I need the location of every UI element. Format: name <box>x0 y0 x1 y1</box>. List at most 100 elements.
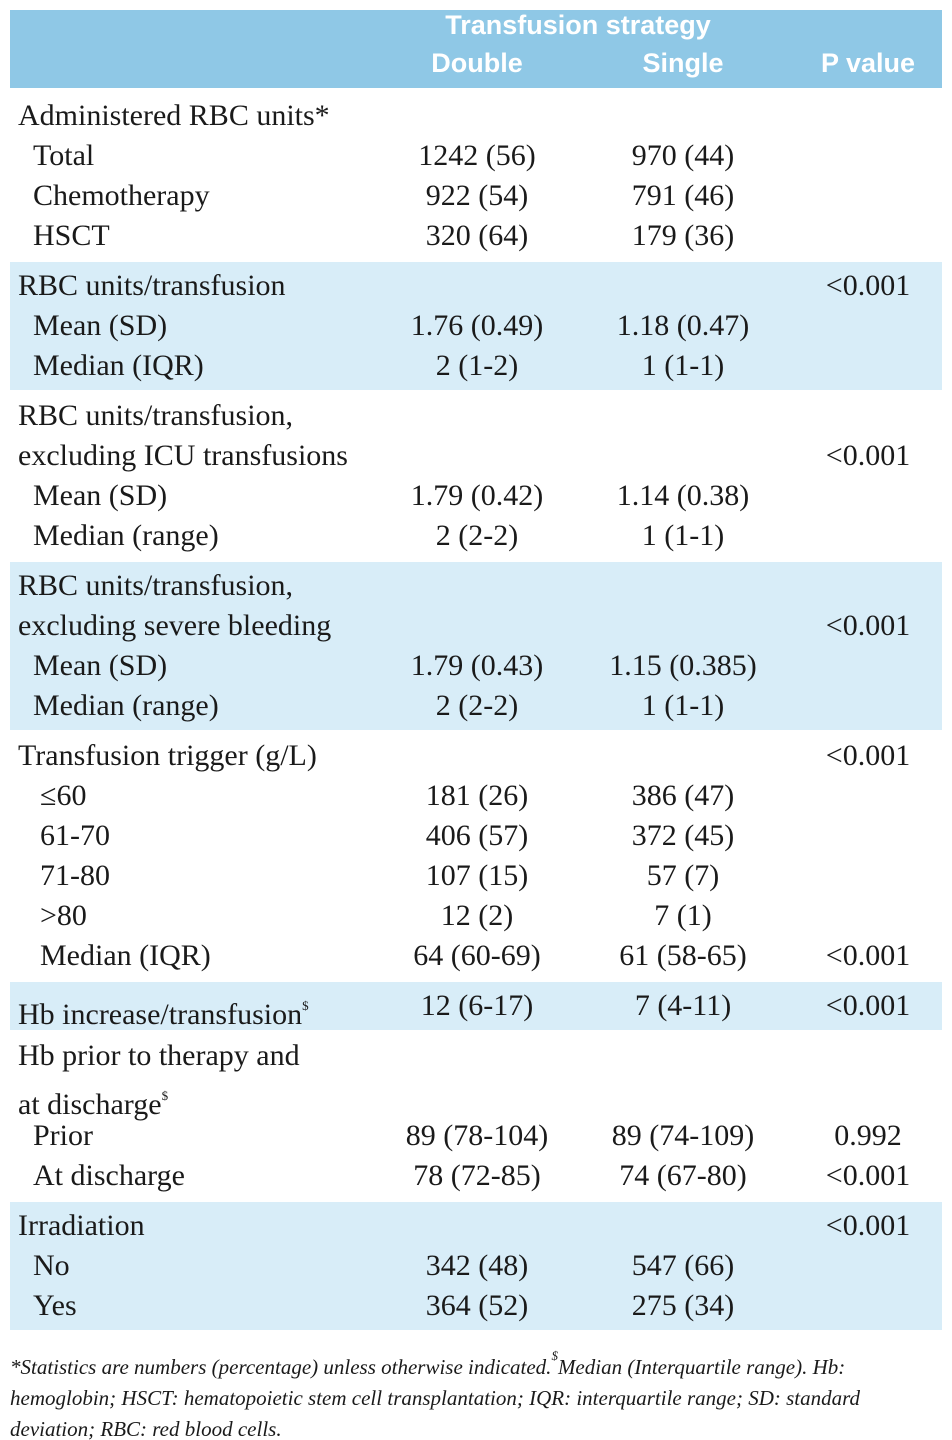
label-text: Administered RBC units* <box>18 99 330 132</box>
row-label: Yes <box>33 1289 77 1322</box>
row-label: Chemotherapy <box>33 179 210 212</box>
row-label: At discharge <box>33 1159 185 1192</box>
cell-double: 1.79 (0.43) <box>410 649 544 682</box>
cell-p: <0.001 <box>825 1209 911 1242</box>
row-label: Mean (SD) <box>33 309 168 342</box>
row: Median (IQR) 2 (1-2) 1 (1-1) <box>10 346 942 386</box>
row-label: No <box>33 1249 70 1282</box>
row: Irradiation <0.001 <box>10 1206 942 1246</box>
cell-double: 181 (26) <box>425 779 529 812</box>
footnote: *Statistics are numbers (percentage) unl… <box>10 1340 942 1440</box>
row: RBC units/transfusion <0.001 <box>10 266 942 306</box>
cell-single: 89 (74-109) <box>611 1119 755 1152</box>
table-section: Hb increase/transfusion$ 12 (6-17) 7 (4-11… <box>10 982 942 1031</box>
cell-double: 364 (52) <box>425 1289 529 1322</box>
label-text: excluding ICU transfusions <box>18 439 348 472</box>
cell-double: 107 (15) <box>425 859 529 892</box>
cell-single: 57 (7) <box>646 859 720 892</box>
row-label: 71-80 <box>40 859 110 892</box>
section-label: Irradiation <box>18 1206 145 1246</box>
cell-single: 1.14 (0.38) <box>616 479 750 512</box>
row-label: ≤60 <box>40 779 87 812</box>
row: Total 1242 (56) 970 (44) <box>10 136 942 176</box>
row: Prior 89 (78-104) 89 (74-109) 0.992 <box>10 1116 942 1156</box>
section-label: at discharge$ <box>18 1076 168 1125</box>
row: Hb prior to therapy and <box>10 1036 942 1076</box>
cell-double: 12 (6-17) <box>420 989 534 1022</box>
section-label: RBC units/transfusion, <box>18 566 293 606</box>
table-section: Hb prior to therapy and at discharge$ Prio… <box>10 1032 942 1200</box>
cell-double: 89 (78-104) <box>405 1119 549 1152</box>
row: at discharge$ <box>10 1076 942 1121</box>
cell-single: 547 (66) <box>631 1249 735 1282</box>
cell-p: <0.001 <box>825 439 911 472</box>
cell-single: 7 (4-11) <box>634 989 732 1022</box>
row: Median (range) 2 (2-2) 1 (1-1) <box>10 516 942 556</box>
label-text: at discharge <box>18 1088 162 1121</box>
table-section: RBC units/transfusion <0.001 Mean (SD) 1.76… <box>10 262 942 390</box>
cell-p: <0.001 <box>825 939 911 972</box>
section-label: Hb increase/transfusion$ <box>18 986 309 1035</box>
superscript: $ <box>161 1088 169 1103</box>
row: excluding severe bleeding <0.001 <box>10 606 942 646</box>
cell-single: 275 (34) <box>631 1289 735 1322</box>
cell-single: 61 (58-65) <box>619 939 747 972</box>
cell-double: 2 (2-2) <box>435 689 519 722</box>
cell-double: 2 (1-2) <box>435 349 519 382</box>
cell-p: 0.992 <box>834 1119 902 1152</box>
cell-single: 1 (1-1) <box>641 519 725 552</box>
cell-single: 386 (47) <box>631 779 735 812</box>
row-label: Median (range) <box>33 689 219 722</box>
cell-single: 1 (1-1) <box>641 349 725 382</box>
cell-single: 179 (36) <box>631 219 735 252</box>
table-section: RBC units/transfusion, excluding severe b… <box>10 562 942 730</box>
label-text: Irradiation <box>18 1209 145 1242</box>
row: Transfusion trigger (g/L) <0.001 <box>10 736 942 776</box>
row: Yes 364 (52) 275 (34) <box>10 1286 942 1326</box>
cell-single: 791 (46) <box>631 179 735 212</box>
footnote-sup: $ <box>551 1348 558 1363</box>
cell-double: 1.76 (0.49) <box>410 309 544 342</box>
row: Mean (SD) 1.76 (0.49) 1.18 (0.47) <box>10 306 942 346</box>
section-label: RBC units/transfusion <box>18 266 286 306</box>
row: No 342 (48) 547 (66) <box>10 1246 942 1286</box>
row: 71-80 107 (15) 57 (7) <box>10 856 942 896</box>
column-header: P value <box>820 48 916 78</box>
row: Mean (SD) 1.79 (0.42) 1.14 (0.38) <box>10 476 942 516</box>
row-label: Total <box>33 139 95 172</box>
row: Median (IQR) 64 (60-69) 61 (58-65) <0.001 <box>10 936 942 976</box>
cell-single: 1 (1-1) <box>641 689 725 722</box>
section-label: excluding severe bleeding <box>18 606 331 646</box>
row: >80 12 (2) 7 (1) <box>10 896 942 936</box>
section-label: RBC units/transfusion, <box>18 396 293 436</box>
section-label: Hb prior to therapy and <box>18 1036 300 1076</box>
column-header: Single <box>642 48 724 78</box>
row-label: 61-70 <box>40 819 110 852</box>
cell-double: 1242 (56) <box>418 139 536 172</box>
row: Hb increase/transfusion$ 12 (6-17) 7 (4-11… <box>10 986 942 1031</box>
row: HSCT 320 (64) 179 (36) <box>10 216 942 256</box>
table-body: Administered RBC units* Total 1242 (56) 970… <box>10 92 942 1332</box>
footnote-text: *Statistics are numbers (percentage) unl… <box>10 1355 552 1379</box>
cell-double: 320 (64) <box>425 219 529 252</box>
label-text: Hb increase/transfusion <box>18 998 303 1031</box>
label-text: RBC units/transfusion, <box>18 569 294 602</box>
cell-single: 74 (67-80) <box>619 1159 747 1192</box>
cell-single: 7 (1) <box>654 899 712 932</box>
table-section: Administered RBC units* Total 1242 (56) 970… <box>10 92 942 260</box>
row: excluding ICU transfusions <0.001 <box>10 436 942 476</box>
cell-p: <0.001 <box>825 989 911 1022</box>
cell-double: 64 (60-69) <box>413 939 541 972</box>
table-header: Transfusion strategy Double Single P val… <box>10 10 942 88</box>
superscript: $ <box>302 998 309 1013</box>
row-label: Prior <box>33 1119 93 1152</box>
label-text: excluding severe bleeding <box>18 609 332 642</box>
cell-p: <0.001 <box>825 739 911 772</box>
cell-double: 12 (2) <box>440 899 514 932</box>
cell-p: <0.001 <box>825 1159 911 1192</box>
label-text: RBC units/transfusion, <box>18 399 294 432</box>
row: ≤60 181 (26) 386 (47) <box>10 776 942 816</box>
row-label: Mean (SD) <box>33 649 168 682</box>
row: Chemotherapy 922 (54) 791 (46) <box>10 176 942 216</box>
